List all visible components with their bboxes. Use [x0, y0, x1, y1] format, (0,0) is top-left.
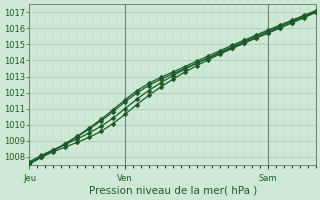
X-axis label: Pression niveau de la mer( hPa ): Pression niveau de la mer( hPa )	[89, 186, 257, 196]
